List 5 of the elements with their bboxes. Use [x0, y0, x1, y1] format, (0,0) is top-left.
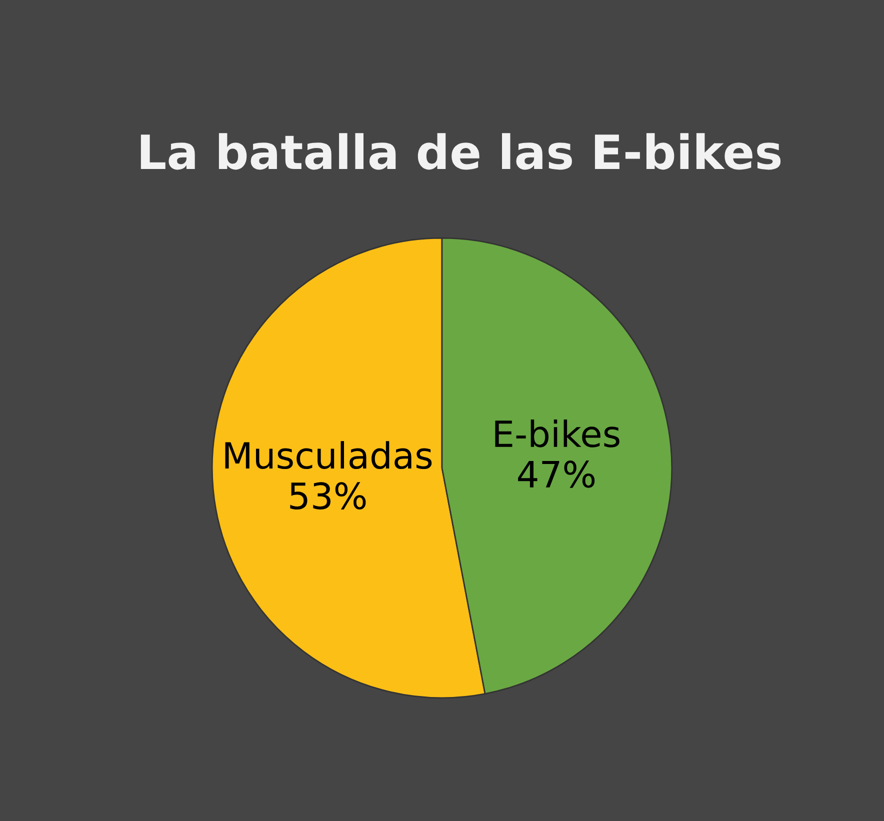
data-label: 53% [290, 482, 366, 510]
slice-label: Musculadas [225, 441, 432, 470]
data-label: 47% [518, 460, 595, 488]
slice-label: E-bikes [495, 419, 620, 448]
chart-title: La batalla de las E-bikes [140, 133, 781, 170]
